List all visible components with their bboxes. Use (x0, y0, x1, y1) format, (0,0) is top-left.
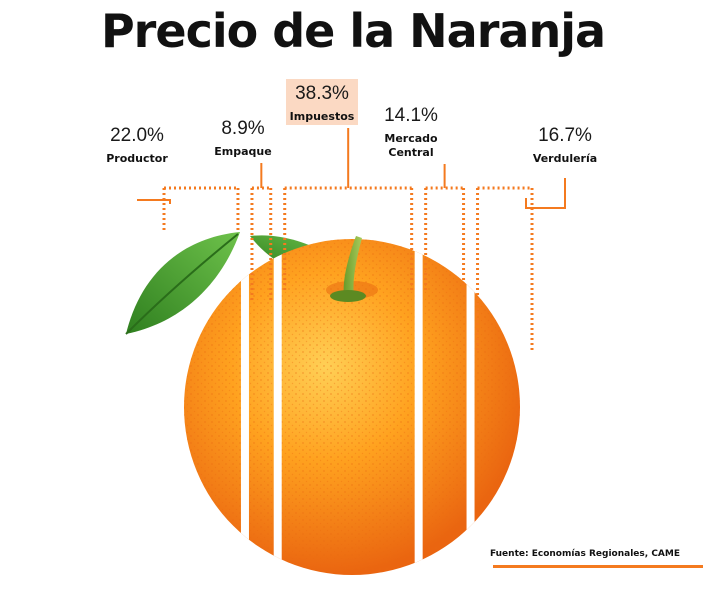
label-connector-1 (137, 199, 171, 204)
value-label-1: 22.0% (110, 125, 164, 146)
slice-cut-4 (466, 239, 475, 575)
value-label-3: 38.3% (295, 83, 349, 104)
category-label-1: Productor (106, 152, 168, 165)
category-label-5: Verdulería (533, 152, 597, 165)
category-label-2: Empaque (214, 145, 271, 158)
value-label-4: 14.1% (384, 105, 438, 126)
slice-cut-2 (273, 239, 282, 575)
slice-cut-3 (414, 239, 423, 575)
source-note: Fuente: Economías Regionales, CAME (489, 549, 680, 559)
value-label-2: 8.9% (221, 118, 264, 139)
slice-cuts (240, 239, 475, 575)
stem-icon (330, 236, 366, 302)
label-connector-5 (525, 178, 566, 209)
highlight-box (286, 79, 358, 125)
value-label-5: 16.7% (538, 125, 592, 146)
guide-lines (137, 128, 566, 350)
orange-fruit-icon (184, 239, 520, 575)
slice-labels: 22.0% Productor 8.9% Empaque 38.3% Impuestos 1… (106, 79, 597, 165)
source-underline (493, 565, 703, 568)
slice-cut-1 (240, 239, 249, 575)
chart-title: Precio de la Naranja (100, 4, 606, 58)
category-label-3: Impuestos (290, 110, 355, 123)
category-label-4: Mercado Central (384, 132, 438, 159)
